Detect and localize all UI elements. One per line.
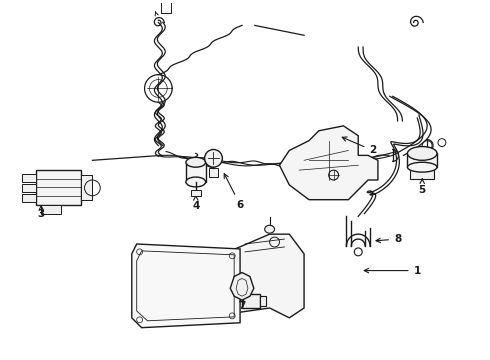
Bar: [22, 184, 36, 192]
Ellipse shape: [408, 147, 437, 160]
Bar: [411, 167, 434, 179]
Bar: [408, 153, 437, 167]
Text: 1: 1: [364, 266, 421, 276]
Bar: [191, 190, 201, 196]
Text: 8: 8: [376, 234, 401, 244]
Bar: [186, 162, 206, 182]
Ellipse shape: [186, 177, 206, 187]
Text: 3: 3: [38, 206, 45, 220]
Polygon shape: [279, 126, 378, 200]
Circle shape: [205, 149, 222, 167]
Text: 5: 5: [418, 179, 426, 195]
Bar: [209, 168, 219, 177]
Ellipse shape: [408, 162, 437, 172]
Bar: [22, 174, 36, 182]
Bar: [242, 294, 260, 308]
Bar: [80, 175, 93, 200]
Text: 4: 4: [192, 195, 199, 211]
Text: 6: 6: [224, 174, 244, 210]
Text: 7: 7: [238, 297, 245, 311]
Ellipse shape: [186, 157, 206, 167]
Bar: [36, 170, 80, 204]
Ellipse shape: [265, 225, 274, 233]
Polygon shape: [230, 273, 254, 300]
Bar: [41, 204, 61, 215]
Text: 2: 2: [342, 137, 377, 156]
Bar: [22, 194, 36, 202]
Bar: [260, 296, 266, 306]
Polygon shape: [132, 244, 240, 328]
Polygon shape: [235, 234, 304, 318]
